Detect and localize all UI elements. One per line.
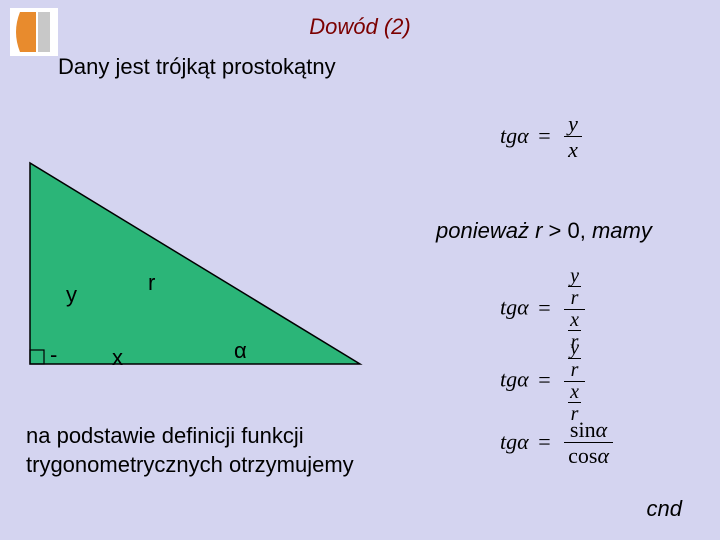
frac-num: y xyxy=(564,112,582,137)
bottom-line-2: trygonometrycznych otrzymujemy xyxy=(26,451,354,480)
tg-text: tg xyxy=(500,295,517,320)
given-text: Dany jest trójkąt prostokątny xyxy=(58,54,336,80)
equals-sign: = xyxy=(534,429,554,454)
tg-text: tg xyxy=(500,367,517,392)
alpha-text: α xyxy=(517,429,529,454)
triangle-diagram xyxy=(20,156,380,366)
sub-den: r xyxy=(568,359,581,381)
label-x: x xyxy=(112,345,123,371)
formula-tan-sincos: tgα = sinα cosα xyxy=(500,418,613,470)
alpha-text: α xyxy=(517,367,529,392)
equals-sign: = xyxy=(534,123,554,148)
frac-den: cosα xyxy=(564,443,613,469)
tg-text: tg xyxy=(500,429,517,454)
qed-text: cnd xyxy=(647,496,682,522)
since-gt: > 0, xyxy=(542,218,592,243)
frac-num: sinα xyxy=(564,418,613,443)
sub-num: x xyxy=(568,310,581,331)
bottom-line-1: na podstawie definicji funkcji xyxy=(26,422,354,451)
label-alpha: α xyxy=(234,338,247,364)
frac-num: y r xyxy=(564,338,585,382)
alpha-text: α xyxy=(517,123,529,148)
sub-num: y xyxy=(568,338,581,359)
alpha-text: α xyxy=(517,295,529,320)
label-dot: - xyxy=(50,342,57,368)
since-mamy: mamy xyxy=(592,218,652,243)
sub-num: y xyxy=(568,266,581,287)
frac-den: x xyxy=(564,137,582,163)
tg-text: tg xyxy=(500,123,517,148)
since-text: ponieważ r > 0, mamy xyxy=(436,218,652,244)
since-prefix: ponieważ xyxy=(436,218,535,243)
sub-den: r xyxy=(568,287,581,309)
equals-sign: = xyxy=(534,367,554,392)
bottom-text: na podstawie definicji funkcji trygonome… xyxy=(26,422,354,479)
page-title: Dowód (2) xyxy=(0,14,720,40)
equals-sign: = xyxy=(534,295,554,320)
label-y: y xyxy=(66,282,77,308)
label-r: r xyxy=(148,270,155,296)
formula-tan-yrxr-2: tgα = y r x r xyxy=(500,338,585,425)
formula-tan-yx: tgα = y x xyxy=(500,112,582,164)
sub-num: x xyxy=(568,382,581,403)
frac-num: y r xyxy=(564,266,585,310)
